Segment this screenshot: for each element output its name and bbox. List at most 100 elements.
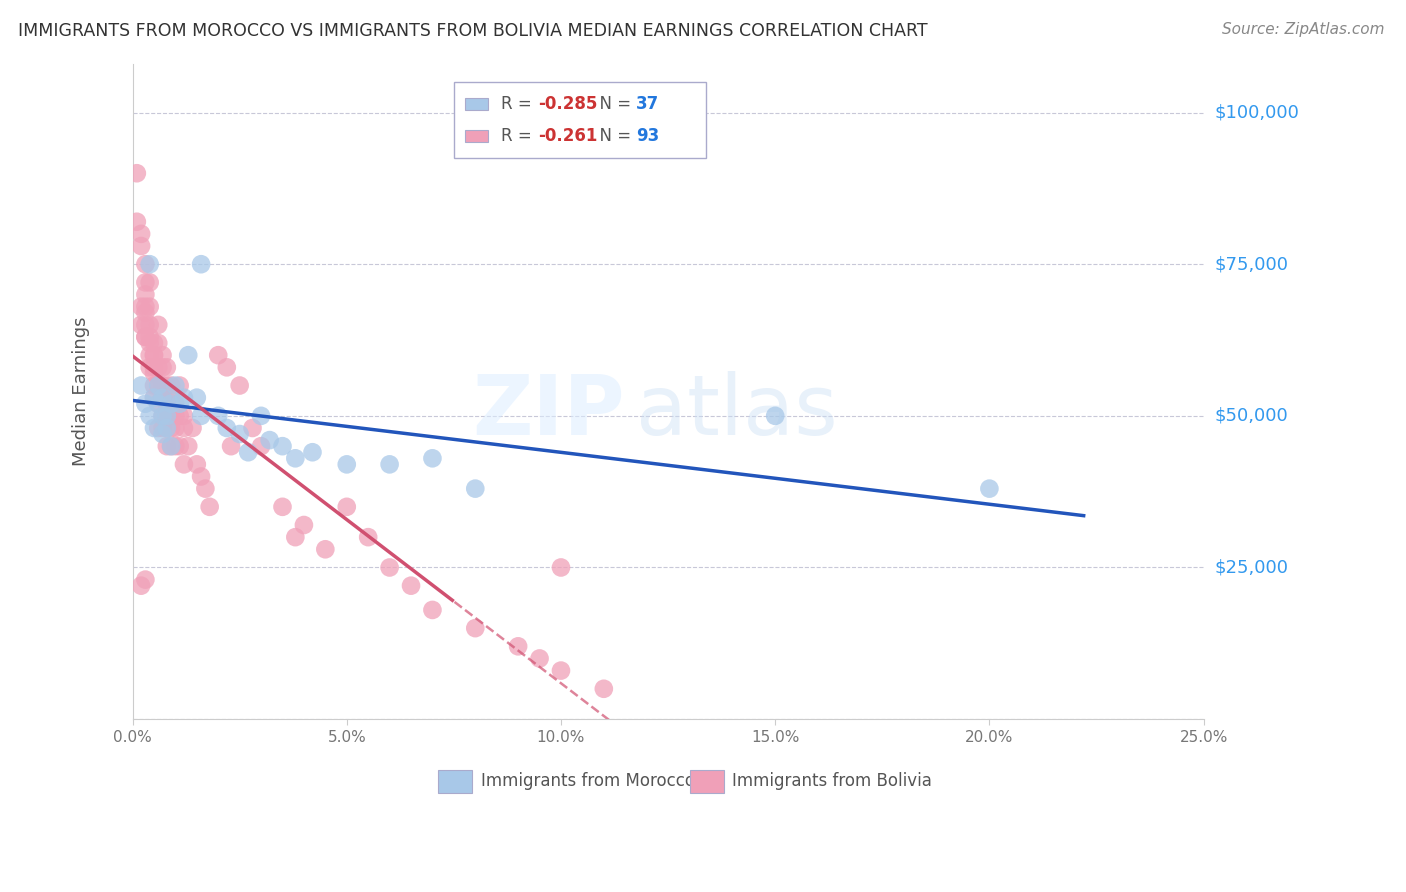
- Point: [215, 360, 238, 375]
- Point: [148, 378, 170, 392]
- Point: [134, 330, 156, 344]
- Point: [464, 482, 486, 496]
- Point: [242, 421, 264, 435]
- Point: [378, 560, 401, 574]
- Point: [148, 336, 170, 351]
- Point: [215, 421, 238, 435]
- Point: [143, 391, 166, 405]
- Point: [169, 409, 191, 423]
- Point: [292, 518, 315, 533]
- Point: [143, 336, 166, 351]
- Point: [378, 458, 401, 472]
- Point: [125, 166, 148, 180]
- Point: [148, 378, 170, 392]
- Point: [173, 391, 195, 405]
- Point: [165, 439, 187, 453]
- Text: $75,000: $75,000: [1215, 255, 1289, 273]
- Text: N =: N =: [589, 95, 636, 113]
- Point: [284, 451, 307, 466]
- Point: [529, 651, 551, 665]
- Point: [336, 458, 359, 472]
- Point: [165, 378, 187, 392]
- Text: $50,000: $50,000: [1215, 407, 1288, 425]
- Point: [207, 409, 229, 423]
- Text: -0.261: -0.261: [538, 127, 598, 145]
- Point: [228, 378, 250, 392]
- Point: [190, 257, 212, 271]
- Point: [550, 664, 572, 678]
- FancyBboxPatch shape: [454, 82, 706, 158]
- Point: [138, 330, 160, 344]
- Point: [138, 336, 160, 351]
- Point: [152, 427, 174, 442]
- Point: [399, 579, 422, 593]
- Point: [194, 482, 217, 496]
- Point: [152, 409, 174, 423]
- Point: [129, 227, 152, 241]
- Point: [181, 421, 204, 435]
- Point: [138, 318, 160, 332]
- Point: [763, 409, 786, 423]
- Point: [148, 397, 170, 411]
- Point: [156, 378, 179, 392]
- Point: [250, 409, 273, 423]
- Point: [152, 378, 174, 392]
- Point: [134, 318, 156, 332]
- Point: [125, 215, 148, 229]
- Point: [143, 378, 166, 392]
- Point: [129, 579, 152, 593]
- Point: [138, 257, 160, 271]
- Point: [129, 378, 152, 392]
- Point: [129, 239, 152, 253]
- Point: [156, 397, 179, 411]
- Point: [169, 439, 191, 453]
- Point: [152, 378, 174, 392]
- Point: [357, 530, 380, 544]
- Point: [160, 378, 183, 392]
- Point: [160, 439, 183, 453]
- Text: Immigrants from Bolivia: Immigrants from Bolivia: [733, 772, 932, 790]
- Point: [138, 409, 160, 423]
- Point: [207, 348, 229, 362]
- Point: [143, 360, 166, 375]
- Point: [148, 421, 170, 435]
- Point: [177, 348, 200, 362]
- Point: [314, 542, 336, 557]
- FancyBboxPatch shape: [689, 770, 724, 793]
- Text: N =: N =: [589, 127, 636, 145]
- Point: [148, 360, 170, 375]
- Point: [156, 360, 179, 375]
- Point: [156, 421, 179, 435]
- Point: [160, 439, 183, 453]
- Text: Immigrants from Morocco: Immigrants from Morocco: [481, 772, 695, 790]
- Text: R =: R =: [501, 127, 537, 145]
- Point: [186, 391, 208, 405]
- Point: [165, 409, 187, 423]
- Point: [190, 469, 212, 483]
- Point: [143, 421, 166, 435]
- Text: Median Earnings: Median Earnings: [72, 317, 90, 467]
- Point: [138, 276, 160, 290]
- Point: [301, 445, 323, 459]
- Text: atlas: atlas: [636, 371, 838, 451]
- Point: [422, 451, 444, 466]
- Text: ZIP: ZIP: [472, 371, 626, 451]
- Point: [156, 409, 179, 423]
- Point: [138, 300, 160, 314]
- Point: [271, 500, 294, 514]
- Point: [160, 409, 183, 423]
- Text: IMMIGRANTS FROM MOROCCO VS IMMIGRANTS FROM BOLIVIA MEDIAN EARNINGS CORRELATION C: IMMIGRANTS FROM MOROCCO VS IMMIGRANTS FR…: [18, 22, 928, 40]
- Point: [152, 348, 174, 362]
- Point: [160, 391, 183, 405]
- Point: [190, 409, 212, 423]
- Point: [156, 421, 179, 435]
- Point: [228, 427, 250, 442]
- Point: [250, 439, 273, 453]
- Point: [238, 445, 260, 459]
- Point: [219, 439, 242, 453]
- Point: [152, 391, 174, 405]
- Text: $25,000: $25,000: [1215, 558, 1289, 576]
- Point: [134, 573, 156, 587]
- Point: [156, 409, 179, 423]
- Point: [284, 530, 307, 544]
